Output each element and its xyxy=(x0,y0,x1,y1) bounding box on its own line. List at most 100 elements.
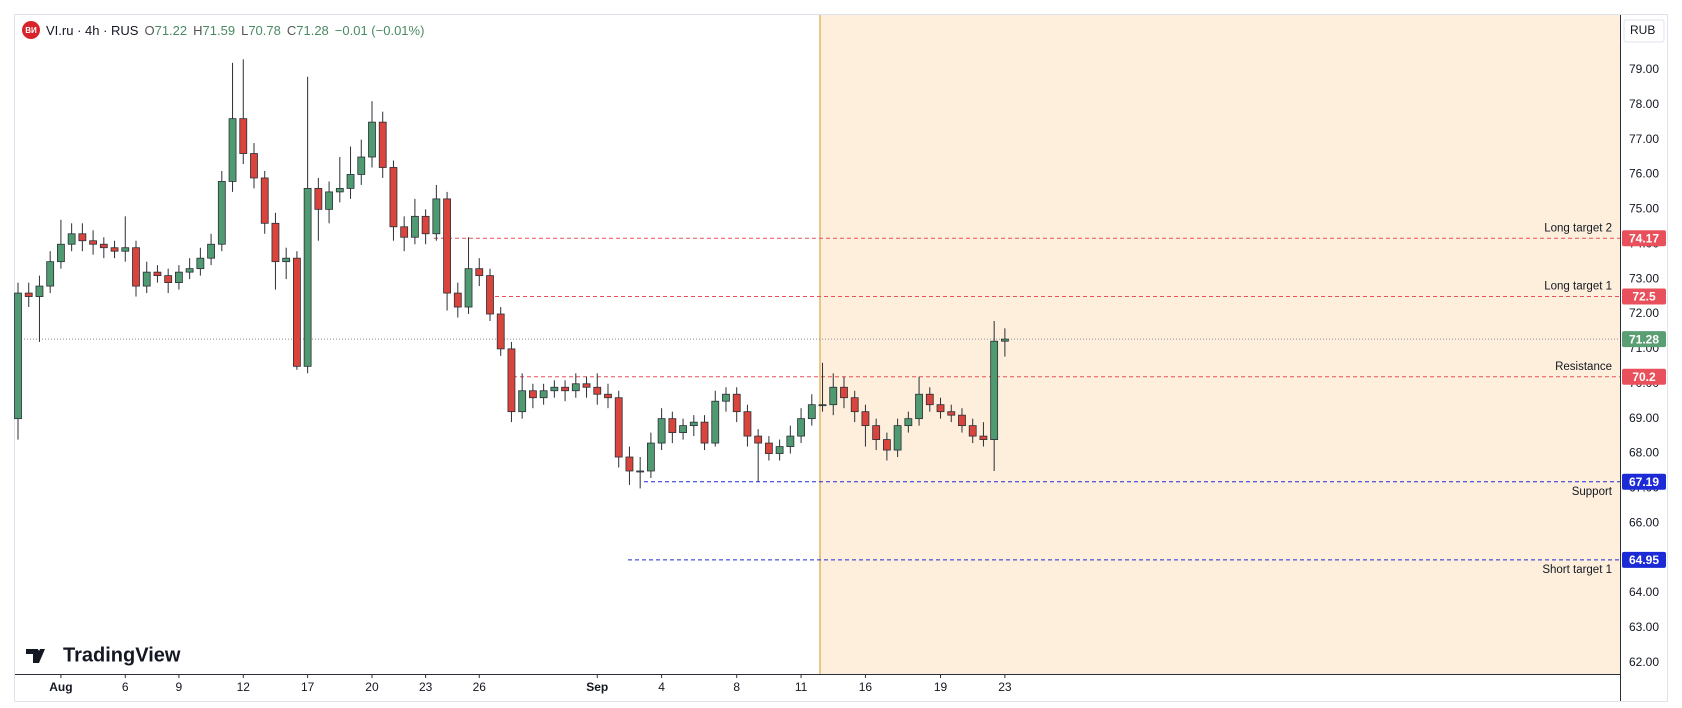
candle-body xyxy=(303,188,312,367)
candle-body xyxy=(936,404,945,413)
y-tick-label: 66.00 xyxy=(1629,515,1659,529)
currency: RUB xyxy=(1630,23,1655,37)
candle-body xyxy=(378,121,387,168)
candle-body xyxy=(132,247,140,287)
x-tick-label: 19 xyxy=(934,680,948,694)
candle-body xyxy=(1000,338,1009,342)
price-box xyxy=(1622,230,1666,247)
candle-body xyxy=(700,421,709,444)
candle-body xyxy=(625,456,634,472)
candle-body xyxy=(893,425,902,451)
level-name: Long target 1 xyxy=(1544,281,1612,293)
candle-body xyxy=(807,404,816,420)
y-tick-label: 79.00 xyxy=(1629,62,1659,76)
candle-body xyxy=(646,442,655,472)
level-name: Short target 1 xyxy=(1542,564,1612,576)
candle-body xyxy=(432,198,441,235)
candle-body xyxy=(754,435,763,444)
candle-body xyxy=(528,390,537,399)
price-box xyxy=(1622,551,1666,568)
candle-body xyxy=(593,386,602,395)
candle-body xyxy=(335,188,344,193)
candle-body xyxy=(24,292,33,297)
candle-body xyxy=(14,292,22,420)
x-tick-label: 23 xyxy=(419,680,433,694)
candle-body xyxy=(475,268,484,277)
candle-body xyxy=(882,439,891,451)
candle-body xyxy=(732,393,741,413)
candle-body xyxy=(614,397,623,458)
y-tick-label: 78.00 xyxy=(1629,97,1659,111)
y-tick-label: 62.00 xyxy=(1629,655,1659,669)
highlight-zone xyxy=(820,15,1620,674)
candle-body xyxy=(657,418,666,444)
candle-body xyxy=(636,470,645,473)
candle-body xyxy=(239,118,248,154)
candle-body xyxy=(400,226,409,238)
candle-body xyxy=(968,425,977,437)
candle-body xyxy=(668,418,677,434)
candle-body xyxy=(357,156,366,175)
x-tick-label: 8 xyxy=(733,680,740,694)
candle-body xyxy=(110,247,119,252)
candle-body xyxy=(872,425,881,440)
x-tick-label: Aug xyxy=(49,680,72,694)
candle-body xyxy=(142,271,151,287)
candle-body xyxy=(582,383,591,388)
candle-body xyxy=(443,198,451,294)
candle-body xyxy=(453,292,462,308)
candle-body xyxy=(217,181,226,245)
ohlc-value: 71.22 xyxy=(154,22,188,38)
candle-body xyxy=(78,233,87,242)
y-tick-label: 75.00 xyxy=(1629,202,1659,216)
ohlc-item: H71.59 xyxy=(193,23,235,38)
x-tick-label: 9 xyxy=(176,680,183,694)
candle-body xyxy=(786,435,795,447)
candle-body xyxy=(282,257,291,263)
candle-body xyxy=(410,215,419,238)
watermark: TradingView xyxy=(63,644,181,666)
price-box-label: 70.2 xyxy=(1632,370,1656,384)
ohlc-value: 70.78 xyxy=(248,22,281,38)
level-name: Resistance xyxy=(1555,361,1612,373)
candle-body xyxy=(421,215,430,235)
candle-body xyxy=(539,390,548,399)
ohlc-item: L70.78 xyxy=(241,23,281,38)
candle-body xyxy=(711,400,720,444)
candle-body xyxy=(46,261,55,287)
x-tick-label: 17 xyxy=(301,680,315,694)
candle-body xyxy=(507,348,516,413)
candle-body xyxy=(915,393,923,420)
symbol-title: VI.ru · 4h · RUS xyxy=(46,22,139,38)
price-box xyxy=(1622,288,1666,305)
ohlc-label: O xyxy=(144,22,155,38)
x-tick-label: 12 xyxy=(237,680,251,694)
x-tick-label: 11 xyxy=(795,680,808,694)
x-tick-label: 23 xyxy=(998,680,1012,694)
candle-body xyxy=(550,386,559,392)
candle-body xyxy=(689,421,698,427)
candle-body xyxy=(175,271,183,284)
price-box xyxy=(1622,331,1666,348)
candle-body xyxy=(679,425,687,434)
x-tick-label: Sep xyxy=(586,680,608,694)
price-box-label: 74.17 xyxy=(1629,231,1659,245)
header: ВИ VI.ru · 4h · RUS O71.22 H71.59 L70.78 C7… xyxy=(22,21,424,39)
ohlc-label: L xyxy=(241,22,249,38)
watermark-logo xyxy=(26,649,45,663)
ohlc-item: O71.22 xyxy=(144,23,187,38)
x-tick-label: 16 xyxy=(859,680,873,694)
price-box-label: 67.19 xyxy=(1629,475,1659,489)
x-tick-label: 6 xyxy=(122,680,129,694)
candle-body xyxy=(99,243,108,249)
candle-body xyxy=(925,393,934,406)
candle-body xyxy=(486,275,494,315)
currency-box xyxy=(1623,19,1665,43)
candle-body xyxy=(561,386,569,392)
candle-body xyxy=(518,390,527,413)
x-tick-label: 4 xyxy=(658,680,665,694)
candle-body xyxy=(164,275,173,284)
ohlc-label: H xyxy=(193,22,203,38)
change: −0.01 (−0.01%) xyxy=(334,22,425,38)
